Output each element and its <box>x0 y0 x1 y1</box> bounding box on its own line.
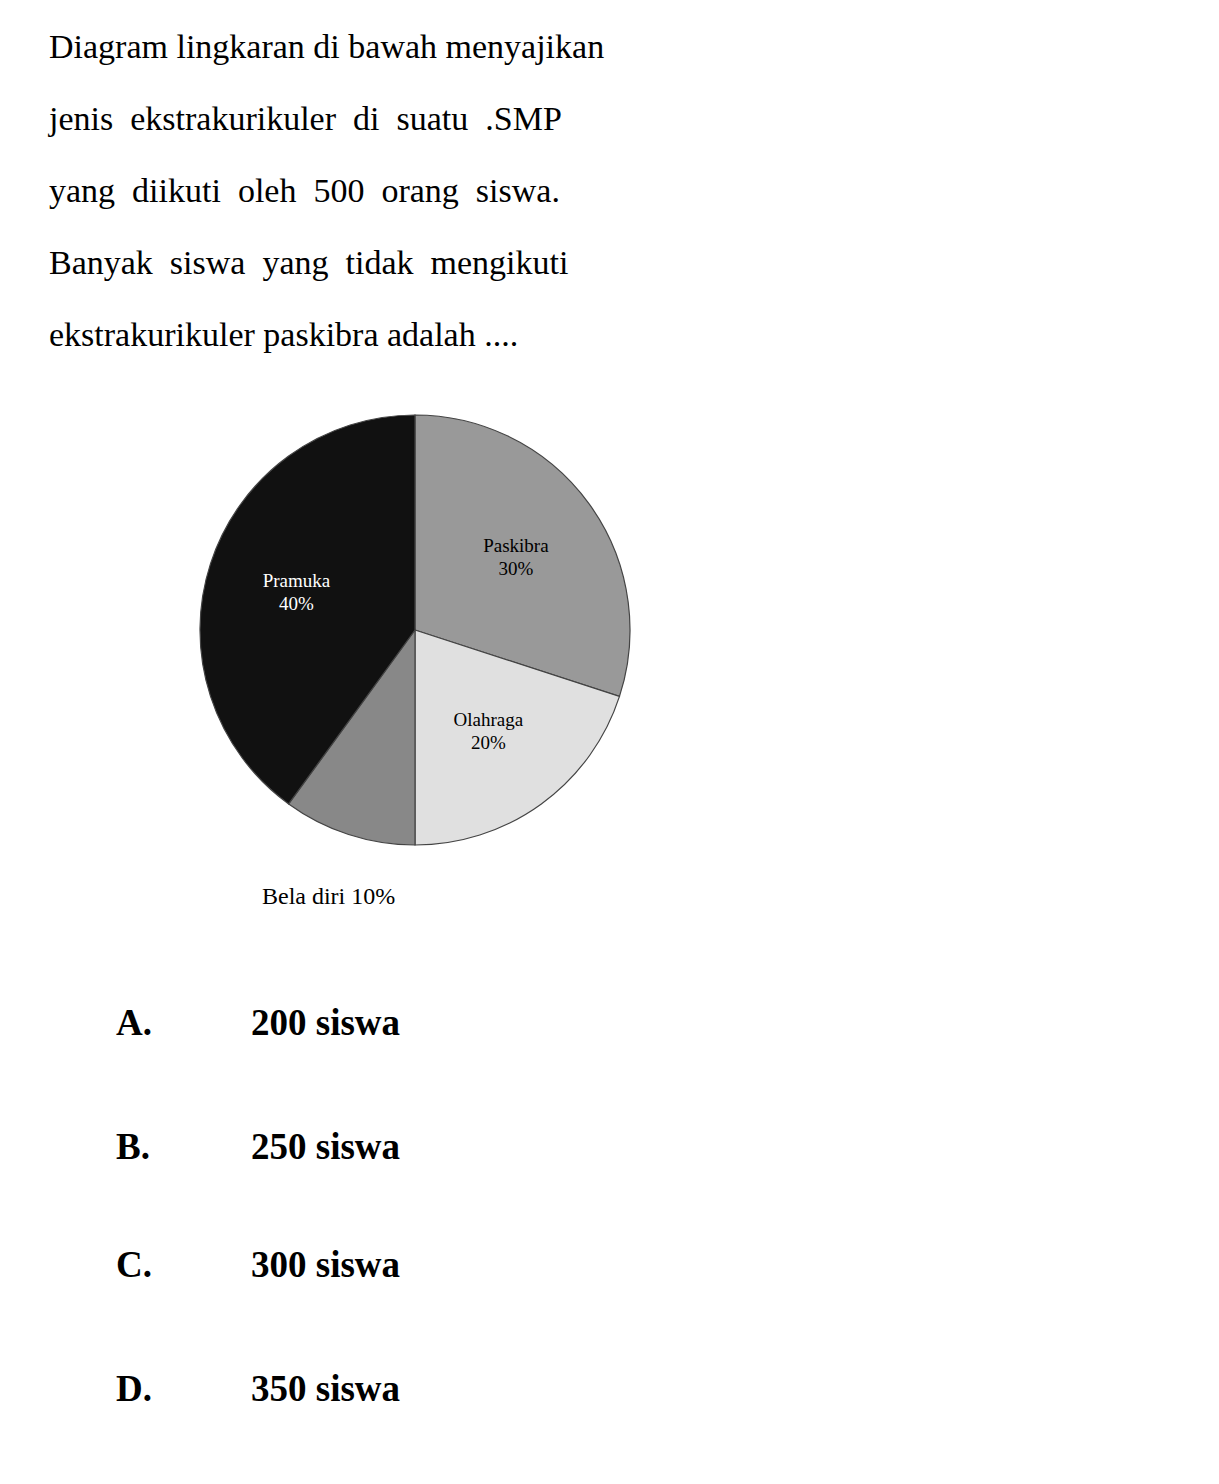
slice-label: Paskibra30% <box>483 535 549 579</box>
option-letter: D. <box>116 1368 152 1409</box>
slice <box>200 415 415 804</box>
slice-label: Olahraga20% <box>453 709 523 753</box>
option-letter: A. <box>116 1002 152 1043</box>
slices <box>200 415 630 845</box>
chart: Diagram lingkaran di bawah menyajikanjen… <box>0 0 1219 1484</box>
option-text: 200 siswa <box>251 1002 400 1043</box>
slice-label: Pramuka40% <box>263 570 331 614</box>
slice-labels: Paskibra30% Olahraga20% Bela diri 10% Pramu… <box>262 535 549 909</box>
option-text: 300 siswa <box>251 1244 400 1285</box>
options: A. 200 siswa B. 250 siswa C. 300 siswa D. 350 s… <box>116 1002 400 1409</box>
slice <box>415 630 619 845</box>
option-text: 250 siswa <box>251 1126 400 1167</box>
background <box>0 0 1219 1484</box>
option-letter: B. <box>116 1126 150 1167</box>
slice-label: Bela diri 10% <box>262 883 395 909</box>
option-text: 350 siswa <box>251 1368 400 1409</box>
title: Diagram lingkaran di bawah menyajikanjen… <box>48 28 604 353</box>
option-letter: C. <box>116 1244 152 1285</box>
